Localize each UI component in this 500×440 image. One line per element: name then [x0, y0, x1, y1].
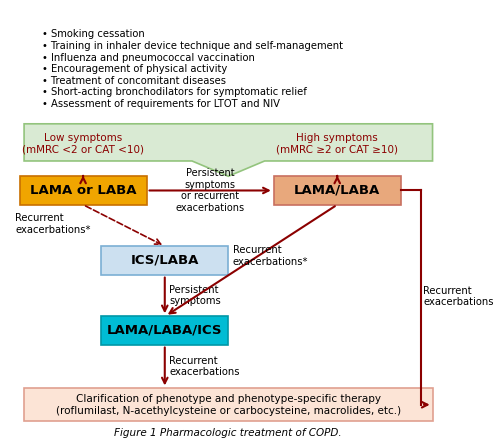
FancyBboxPatch shape — [101, 246, 228, 275]
Text: Recurrent
exacerbations*: Recurrent exacerbations* — [15, 213, 90, 235]
Text: High symptoms
(mMRC ≥2 or CAT ≥10): High symptoms (mMRC ≥2 or CAT ≥10) — [276, 133, 398, 154]
Text: Figure 1 Pharmacologic treatment of COPD.: Figure 1 Pharmacologic treatment of COPD… — [114, 428, 342, 438]
FancyBboxPatch shape — [274, 176, 401, 205]
Polygon shape — [24, 124, 432, 176]
Text: Recurrent
exacerbations: Recurrent exacerbations — [424, 286, 494, 307]
Text: Persistent
symptoms
or recurrent
exacerbations: Persistent symptoms or recurrent exacerb… — [176, 168, 244, 213]
Text: LAMA/LABA/ICS: LAMA/LABA/ICS — [107, 324, 222, 337]
FancyBboxPatch shape — [101, 316, 228, 345]
Text: LAMA or LABA: LAMA or LABA — [30, 184, 136, 197]
Text: • Smoking cessation
• Training in inhaler device technique and self-management
•: • Smoking cessation • Training in inhale… — [42, 29, 343, 109]
Text: Recurrent
exacerbations: Recurrent exacerbations — [170, 356, 240, 377]
Text: Persistent
symptoms: Persistent symptoms — [170, 285, 221, 306]
Text: Low symptoms
(mMRC <2 or CAT <10): Low symptoms (mMRC <2 or CAT <10) — [22, 133, 144, 154]
FancyBboxPatch shape — [24, 389, 432, 421]
Text: LAMA/LABA: LAMA/LABA — [294, 184, 380, 197]
Text: ICS/LABA: ICS/LABA — [130, 254, 199, 267]
Text: Recurrent
exacerbations*: Recurrent exacerbations* — [233, 245, 308, 267]
Text: Clarification of phenotype and phenotype-specific therapy
(roflumilast, N-acethy: Clarification of phenotype and phenotype… — [56, 394, 401, 415]
FancyBboxPatch shape — [20, 176, 146, 205]
